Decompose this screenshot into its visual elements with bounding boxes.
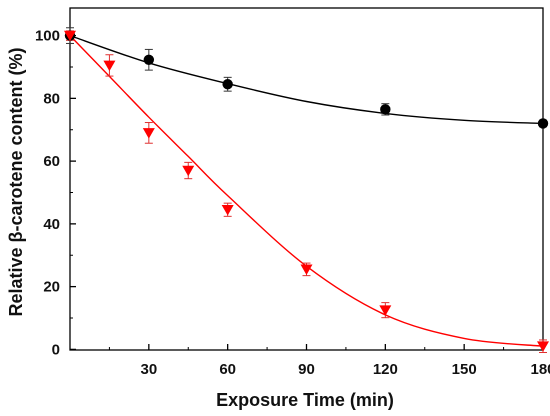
x-tick-label: 120: [373, 361, 398, 378]
x-tick-label: 150: [452, 361, 477, 378]
data-point-triangle: [182, 165, 195, 177]
axes: [69, 7, 544, 351]
data-point-circle: [380, 104, 391, 115]
y-tick-label: 80: [43, 90, 60, 107]
fit-curve-series-2: [69, 35, 544, 347]
x-tick-label: 60: [219, 361, 236, 378]
data-point-triangle: [103, 60, 116, 72]
y-tick-label: 60: [43, 153, 60, 170]
data-point-triangle: [221, 204, 234, 216]
tick-labels: 30 60 90 120 150 180 0 20 40 60 80 100: [35, 28, 550, 378]
y-tick-label: 100: [35, 28, 60, 45]
data-point-circle: [143, 54, 155, 65]
error-bars: [66, 27, 547, 354]
x-tick-label: 180: [530, 361, 550, 378]
plot-frame: [69, 7, 544, 351]
fit-curves: [69, 34, 544, 347]
data-markers: [64, 30, 549, 352]
y-tick-label: 0: [52, 341, 60, 358]
data-point-triangle: [537, 341, 549, 352]
y-tick-label: 20: [43, 279, 60, 296]
x-tick-label: 30: [140, 361, 157, 378]
data-point-circle: [537, 118, 549, 129]
data-point-triangle: [300, 264, 313, 276]
x-axis-title: Exposure Time (min): [216, 390, 394, 410]
fit-curve-series-1: [69, 34, 544, 125]
y-tick-label: 40: [43, 216, 60, 233]
data-point-triangle: [142, 128, 155, 139]
data-point-triangle: [379, 305, 392, 316]
data-point-circle: [222, 79, 233, 90]
data-point-triangle: [64, 30, 76, 42]
x-tick-label: 90: [298, 361, 315, 378]
y-axis-title: Relative β-carotene content (%): [6, 47, 26, 316]
